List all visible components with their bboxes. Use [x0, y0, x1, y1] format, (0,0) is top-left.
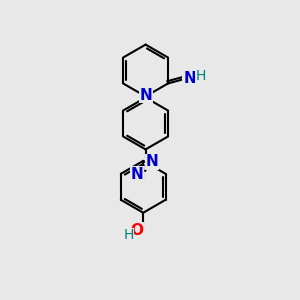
- Text: O: O: [130, 223, 143, 238]
- Text: N: N: [140, 88, 152, 103]
- Text: H: H: [195, 68, 206, 83]
- Text: N: N: [130, 167, 143, 182]
- Text: H: H: [123, 228, 134, 242]
- Text: N: N: [146, 154, 158, 169]
- Text: N: N: [183, 71, 196, 86]
